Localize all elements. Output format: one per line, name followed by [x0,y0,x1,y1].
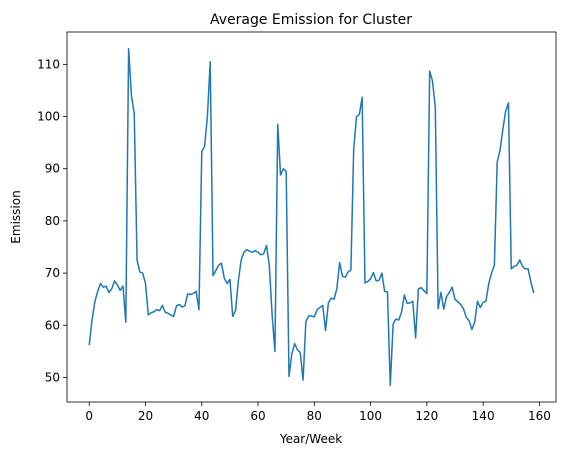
x-tick-label: 80 [307,409,322,423]
x-tick-label: 60 [250,409,265,423]
y-axis-label: Emission [9,190,23,243]
x-tick-label: 100 [359,409,382,423]
x-tick-label: 20 [138,409,153,423]
x-tick-label: 40 [194,409,209,423]
plot-frame [66,31,557,403]
x-tick-label: 160 [528,409,551,423]
y-tick-label: 50 [45,370,60,384]
y-tick-label: 70 [45,266,60,280]
y-tick-label: 110 [37,57,60,71]
chart-title: Average Emission for Cluster [210,12,412,28]
x-tick-label: 140 [472,409,495,423]
x-tick-label: 120 [415,409,438,423]
y-tick-label: 90 [45,162,60,176]
y-tick-label: 60 [45,318,60,332]
x-axis-label: Year/Week [279,432,342,446]
y-tick-label: 100 [37,110,60,124]
x-tick-label: 0 [85,409,93,423]
y-tick-label: 80 [45,214,60,228]
line-series [88,47,535,387]
